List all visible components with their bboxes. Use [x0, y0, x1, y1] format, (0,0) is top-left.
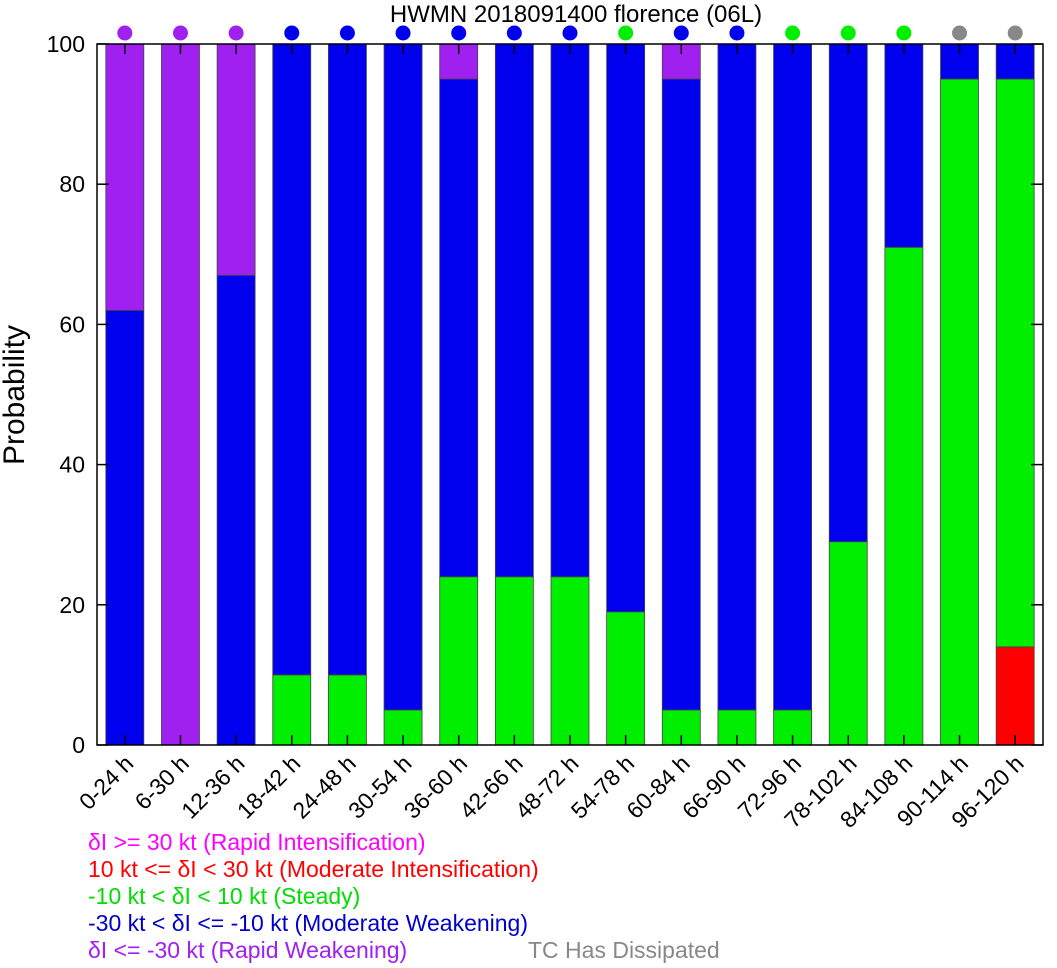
bar-segment-mw [717, 43, 757, 711]
bar-segment-mw [216, 274, 256, 746]
bar-segment-mw [661, 78, 701, 711]
y-tick-label: 40 [59, 452, 85, 478]
y-tick-label: 100 [47, 31, 85, 57]
top-marker [840, 25, 856, 41]
top-marker [117, 25, 133, 41]
y-tick-label: 0 [72, 732, 85, 758]
top-marker [896, 25, 912, 41]
bar-segment-rw [105, 43, 145, 311]
bar-segment-rw [216, 43, 256, 276]
legend-item-moderate-intensification: 10 kt <= δI < 30 kt (Moderate Intensific… [88, 856, 539, 882]
bar-segment-mw [383, 43, 423, 711]
top-marker [1007, 25, 1023, 41]
x-tick-label: 0-24 h [74, 750, 139, 815]
y-tick-label: 80 [59, 171, 85, 197]
legend-item-rapid-weakening: δI <= -30 kt (Rapid Weakening) [88, 937, 408, 963]
top-marker [228, 25, 244, 41]
top-marker [284, 25, 300, 41]
bar-segment-mw [606, 43, 646, 613]
bar-segment-rw [661, 43, 701, 80]
bar-segment-st [439, 576, 479, 746]
bar-segment-st [828, 541, 868, 746]
bar-segment-mw [773, 43, 812, 711]
bar-segment-st [995, 78, 1035, 648]
markers-layer [117, 25, 1023, 41]
bar-segment-st [940, 78, 979, 746]
bar-segment-st [328, 674, 367, 746]
bar-segment-st [884, 246, 924, 746]
bar-segment-st [606, 611, 646, 746]
bar-segment-mi [995, 646, 1035, 746]
bar-segment-mw [328, 43, 367, 676]
bar-segment-mw [550, 43, 590, 578]
legend-item-steady: -10 kt < δI < 10 kt (Steady) [88, 883, 361, 909]
bar-segment-mw [105, 309, 145, 746]
top-marker [506, 25, 522, 41]
bar-segment-st [550, 576, 590, 746]
bars-layer [105, 43, 1035, 746]
bar-segment-mw [494, 43, 534, 578]
top-marker [952, 25, 968, 41]
top-marker [729, 25, 745, 41]
y-tick-label: 60 [59, 311, 85, 337]
top-marker [172, 25, 188, 41]
bar-segment-mw [828, 43, 868, 543]
dissipated-note: TC Has Dissipated [528, 937, 720, 963]
top-marker [785, 25, 801, 41]
top-marker [451, 25, 467, 41]
y-axis: 0 20 40 60 80 100 [47, 31, 1043, 758]
legend-item-rapid-intensification: δI >= 30 kt (Rapid Intensification) [88, 829, 426, 855]
legend-item-moderate-weakening: -30 kt < δI <= -10 kt (Moderate Weakenin… [88, 910, 529, 936]
bar-segment-st [272, 674, 312, 746]
top-marker [339, 25, 355, 41]
top-marker [395, 25, 411, 41]
chart-title: HWMN 2018091400 florence (06L) [390, 1, 762, 28]
top-marker [562, 25, 578, 41]
bar-segment-mw [884, 43, 924, 248]
bar-segment-st [494, 576, 534, 746]
top-marker [618, 25, 634, 41]
bar-segment-rw [161, 43, 200, 746]
bar-segment-mw [272, 43, 312, 676]
y-tick-label: 20 [59, 592, 85, 618]
y-axis-label: Probability [0, 325, 31, 465]
bar-segment-mw [439, 78, 479, 578]
top-marker [673, 25, 689, 41]
